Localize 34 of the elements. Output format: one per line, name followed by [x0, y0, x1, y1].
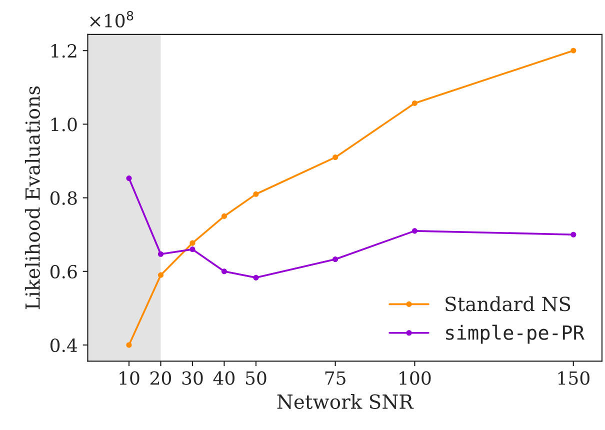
- text: ×10$^{8}$: [90, 10, 134, 28]
- y-tick-label: 1.0: [51, 118, 77, 132]
- point: [412, 228, 418, 234]
- x-tick-label: 100: [400, 371, 431, 385]
- x-tick-label: 10: [120, 371, 140, 385]
- point: [158, 251, 164, 257]
- y-axis-title: Likelihood Evaluations: [24, 86, 40, 310]
- point: [570, 48, 576, 54]
- x-tick-label: 50: [246, 371, 266, 385]
- x-tick-label: 40: [213, 371, 235, 385]
- point: [332, 256, 338, 262]
- y-tick-label: 1.2: [51, 44, 76, 58]
- point: [570, 232, 576, 238]
- x-tick-label: 75: [325, 371, 346, 385]
- point: [190, 240, 196, 246]
- point: [253, 274, 259, 280]
- x-tick-label: 150: [558, 371, 590, 385]
- point: [158, 272, 164, 278]
- y-tick-label: 0.6: [50, 264, 77, 279]
- point: [253, 191, 259, 197]
- x-axis-title: Network SNR: [277, 394, 414, 410]
- x-tick-label: 30: [182, 371, 203, 385]
- point: [412, 100, 418, 106]
- point: [190, 246, 196, 252]
- point: [221, 213, 227, 219]
- point: [126, 342, 132, 348]
- legend-label: simple-pe-PR: [446, 324, 584, 344]
- legend-label: Standard NS: [446, 296, 570, 312]
- y-tick-label: 0.8: [50, 191, 77, 205]
- x-tick-label: 20: [150, 371, 172, 385]
- point: [332, 154, 338, 160]
- point: [126, 176, 132, 182]
- y-tick-label: 0.4: [50, 338, 78, 352]
- point: [221, 268, 227, 274]
